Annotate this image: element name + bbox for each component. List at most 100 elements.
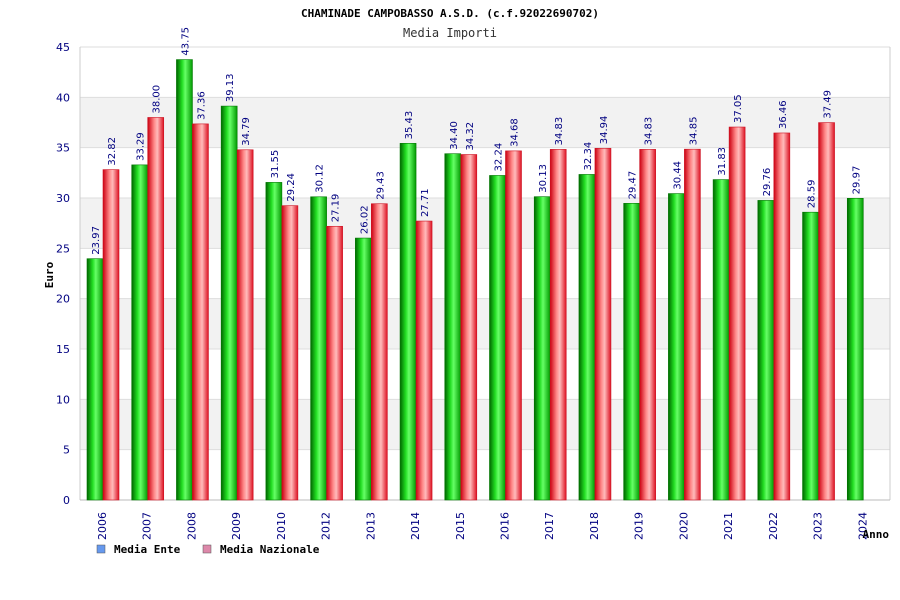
y-tick-label: 0 — [63, 494, 70, 507]
chart-title: CHAMINADE CAMPOBASSO A.S.D. (c.f.9202269… — [301, 7, 599, 20]
data-label-media-ente-2023: 28.59 — [807, 180, 818, 209]
bar-media-nazionale-2023 — [818, 122, 835, 501]
data-label-media-nazionale-2020: 34.85 — [688, 117, 699, 146]
data-label-media-ente-2012: 30.12 — [315, 164, 326, 193]
y-tick-label: 40 — [56, 91, 70, 104]
data-label-media-nazionale-2019: 34.83 — [644, 117, 655, 146]
data-label-media-nazionale-2016: 34.68 — [510, 118, 521, 147]
x-tick-label-2009: 2009 — [230, 512, 243, 540]
bar-media-nazionale-2009 — [236, 149, 254, 501]
x-tick-label-2016: 2016 — [499, 512, 512, 540]
x-tick-label-2012: 2012 — [320, 512, 333, 540]
data-label-media-ente-2007: 33.29 — [136, 132, 147, 161]
data-label-media-ente-2019: 29.47 — [628, 171, 639, 200]
bar-media-nazionale-2020 — [684, 148, 701, 501]
x-tick-label-2015: 2015 — [454, 512, 467, 540]
x-tick-label-2018: 2018 — [588, 512, 601, 540]
data-label-media-nazionale-2017: 34.83 — [554, 117, 565, 146]
x-tick-label-2017: 2017 — [543, 512, 556, 540]
bar-media-ente-2019 — [623, 203, 640, 501]
legend-swatch-media-nazionale — [202, 544, 212, 554]
y-tick-label: 15 — [56, 343, 70, 356]
data-label-media-ente-2006: 23.97 — [91, 226, 102, 255]
bars — [86, 59, 864, 501]
x-tick-label-2022: 2022 — [767, 512, 780, 540]
bar-media-ente-2017 — [533, 196, 551, 501]
bar-media-nazionale-2006 — [102, 169, 120, 501]
bar-media-ente-2009 — [220, 105, 238, 501]
data-labels: 23.97 32.82 33.29 38.00 43.75 37.36 39.13 34.79… — [91, 27, 862, 255]
grid-band — [80, 298, 890, 349]
grid-band — [80, 349, 890, 400]
x-tick-label-2013: 2013 — [364, 512, 377, 540]
y-axis-title: Euro — [43, 261, 56, 288]
x-tick-label-2023: 2023 — [812, 512, 825, 540]
x-axis-title: Anno — [863, 528, 890, 541]
data-label-media-nazionale-2007: 38.00 — [152, 85, 163, 114]
data-label-media-ente-2008: 43.75 — [180, 27, 191, 56]
chart-subtitle: Media Importi — [403, 26, 497, 40]
y-tick-label: 30 — [56, 192, 70, 205]
data-label-media-ente-2013: 26.02 — [359, 205, 370, 234]
bar-media-ente-2022 — [757, 200, 775, 501]
data-label-media-nazionale-2014: 27.71 — [420, 188, 431, 217]
grid-band — [80, 248, 890, 299]
bar-media-ente-2015 — [444, 153, 462, 501]
x-tick-label-2024: 2024 — [856, 512, 869, 540]
y-tick-label: 35 — [56, 142, 70, 155]
legend-label-media-nazionale: Media Nazionale — [220, 543, 320, 556]
data-label-media-nazionale-2021: 37.05 — [733, 94, 744, 123]
bar-media-nazionale-2013 — [371, 203, 388, 501]
bar-media-ente-2020 — [668, 193, 685, 501]
bar-media-nazionale-2014 — [415, 220, 433, 501]
y-tick-label: 10 — [56, 393, 70, 406]
x-axis-ticks: 2006 2007 2008 2009 2010 2012 2013 2014 2015 2016… — [96, 512, 869, 540]
legend-label-media-ente: Media Ente — [114, 543, 181, 556]
x-tick-label-2021: 2021 — [722, 512, 735, 540]
bar-media-nazionale-2016 — [505, 150, 522, 501]
bar-media-nazionale-2007 — [147, 117, 165, 501]
data-label-media-nazionale-2006: 32.82 — [107, 137, 118, 166]
grid-band — [80, 399, 890, 450]
data-label-media-ente-2010: 31.55 — [270, 150, 281, 179]
data-label-media-nazionale-2010: 29.24 — [286, 173, 297, 202]
x-tick-label-2014: 2014 — [409, 512, 422, 540]
grid-band — [80, 97, 890, 148]
grid-band — [80, 47, 890, 98]
bar-media-nazionale-2019 — [639, 149, 656, 501]
bar-media-ente-2014 — [399, 143, 417, 501]
bar-media-nazionale-2015 — [460, 154, 478, 501]
data-label-media-ente-2015: 34.40 — [449, 121, 460, 150]
legend: Media Ente Media Nazionale — [96, 543, 320, 556]
bar-media-ente-2024 — [846, 198, 864, 501]
data-label-media-nazionale-2009: 34.79 — [241, 117, 252, 146]
x-tick-label-2008: 2008 — [185, 512, 198, 540]
bar-media-ente-2008 — [176, 59, 193, 501]
bar-media-ente-2021 — [712, 179, 730, 501]
bar-media-ente-2013 — [355, 237, 372, 501]
bar-media-nazionale-2012 — [326, 225, 343, 501]
bar-media-nazionale-2018 — [594, 147, 612, 501]
bar-media-nazionale-2017 — [549, 149, 567, 501]
bar-media-ente-2018 — [578, 174, 596, 501]
bar-media-nazionale-2022 — [773, 132, 791, 501]
y-axis-ticks: 0 5 10 15 20 25 30 35 40 45 — [56, 41, 70, 507]
bar-media-ente-2010 — [265, 182, 283, 501]
y-tick-label: 5 — [63, 444, 70, 457]
data-label-media-nazionale-2023: 37.49 — [823, 90, 834, 119]
bar-media-ente-2012 — [310, 196, 327, 501]
grid-band — [80, 147, 890, 198]
data-label-media-ente-2014: 35.43 — [404, 111, 415, 140]
data-label-media-nazionale-2012: 27.19 — [331, 194, 342, 223]
data-label-media-nazionale-2013: 29.43 — [375, 171, 386, 200]
data-label-media-ente-2009: 39.13 — [225, 73, 236, 102]
data-label-media-ente-2016: 32.24 — [494, 143, 505, 172]
y-tick-label: 25 — [56, 242, 70, 255]
x-tick-label-2007: 2007 — [141, 512, 154, 540]
bar-media-ente-2007 — [131, 164, 149, 501]
grid — [79, 46, 891, 501]
data-label-media-ente-2017: 30.13 — [538, 164, 549, 193]
bar-media-nazionale-2010 — [281, 205, 299, 501]
data-label-media-ente-2020: 30.44 — [672, 161, 683, 190]
